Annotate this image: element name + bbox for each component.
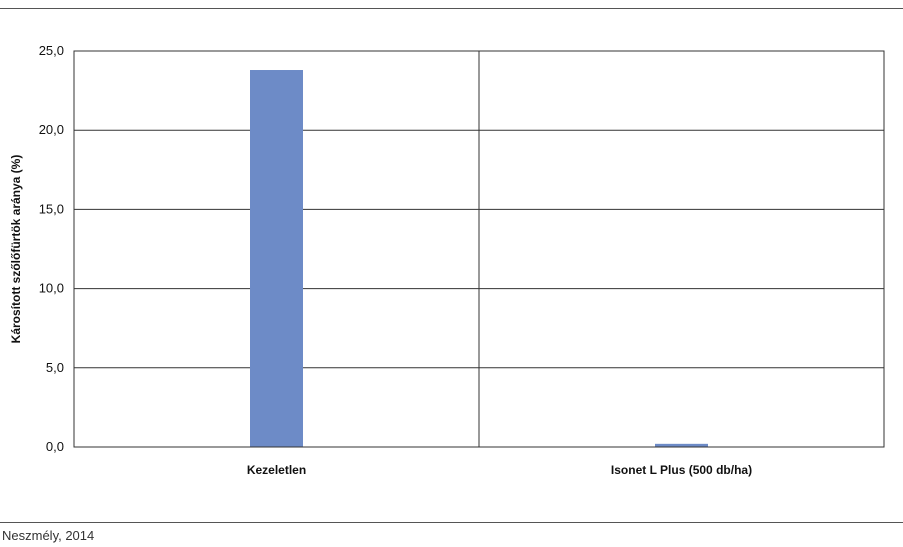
y-tick-label: 0,0 (46, 439, 64, 454)
category-label: Kezeletlen (247, 463, 306, 477)
category-label: Isonet L Plus (500 db/ha) (611, 463, 752, 477)
bar (655, 443, 708, 447)
bar-chart: 0,0 5,0 10,0 15,0 20,0 25,0 Kezeletlen Isonet … (9, 43, 885, 477)
y-axis-title: Károsított szőlőfürtök aránya (%) (9, 155, 23, 344)
y-tick-label: 15,0 (39, 201, 64, 216)
y-tick-label: 25,0 (39, 43, 64, 58)
category-labels: Kezeletlen Isonet L Plus (500 db/ha) (247, 463, 752, 477)
caption: Neszmély, 2014 (2, 528, 95, 543)
top-rule (0, 8, 903, 9)
y-tick-label: 10,0 (39, 281, 64, 296)
bar (250, 70, 303, 448)
y-tick-label: 20,0 (39, 122, 64, 137)
bottom-rule (0, 522, 903, 523)
bars (250, 70, 708, 448)
y-tick-label: 5,0 (46, 360, 64, 375)
y-tick-labels: 0,0 5,0 10,0 15,0 20,0 25,0 (39, 43, 64, 454)
